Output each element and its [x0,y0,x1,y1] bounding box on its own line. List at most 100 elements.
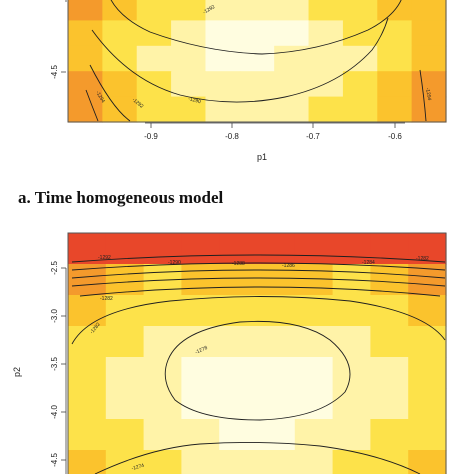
contour-line [71,254,446,263]
heatmap-cell [370,326,409,358]
heatmap-cell [68,71,103,98]
heatmap-cell [171,45,207,72]
heatmap-cell [102,71,138,98]
contour-line [91,17,389,103]
contour-label: -1282 [416,256,429,262]
heatmap-cell [411,96,447,123]
heatmap-cell [105,233,145,265]
heatmap-cell [294,388,334,420]
heatmap-cell [239,96,275,123]
heatmap-cells-top [68,0,447,123]
heatmap-cell [294,357,334,389]
heatmap-cell [105,419,145,451]
contour-lines-top: -1292-1290-1292-1294 -1294 [85,0,432,122]
heatmap-cell [219,326,258,358]
heatmap-cell [257,450,296,474]
heatmap-cell [102,96,138,123]
heatmap-cell [308,71,344,98]
contour-line [71,296,446,345]
heatmap-cell [370,264,409,296]
heatmap-cell [105,264,145,296]
heatmap-cell [370,295,409,327]
y-axis-top: -4.5 [50,0,67,79]
contour-line [71,277,446,287]
figure-caption: a. Time homogeneous model [18,188,224,207]
heatmap-cell [239,20,275,47]
heatmap-cell [136,71,172,98]
heatmap-cell [257,388,296,420]
contour-line [79,286,441,297]
heatmap-cell [342,71,378,98]
contour-line [85,89,99,122]
heatmap-cell [332,388,371,420]
x-tick-label: -0.9 [144,132,158,141]
heatmap-cell [342,96,378,123]
heatmap-cell [205,45,241,72]
heatmap-cell [257,326,296,358]
heatmap-cell [370,388,409,420]
contour-label: -1286 [282,263,295,269]
heatmap-cell [377,45,413,72]
x-tick-label: -0.6 [388,132,402,141]
contour-label: -1294 [424,87,432,101]
heatmap-cell [294,295,334,327]
heatmap-cell [308,96,344,123]
contour-label: -1294 [94,90,106,104]
heatmap-cell [370,450,409,474]
heatmap-cell [205,71,241,98]
heatmap-cell [370,419,409,451]
heatmap-cell [274,20,310,47]
heatmap-cell [408,419,447,451]
y-tick-label: -4.0 [50,405,59,419]
y-axis-title-bottom: p2 [12,367,22,377]
heatmap-cell [294,233,334,265]
heatmap-cell [181,450,220,474]
heatmap-cell [102,20,138,47]
heatmap-cell [143,388,182,420]
contour-line [110,0,402,55]
heatmap-cell [68,450,107,474]
heatmap-cell [411,20,447,47]
heatmap-cell [219,388,258,420]
heatmap-cell [411,0,447,21]
heatmap-cell [68,388,107,420]
contour-line [71,269,446,279]
y-tick-label: -4.5 [50,453,59,467]
heatmap-cell [308,45,344,72]
heatmap-cell [294,450,334,474]
contour-label: -1292 [98,255,111,261]
heatmap-cell [408,233,447,265]
contour-label: -1292 [202,4,216,16]
heatmap-cell [377,20,413,47]
heatmap-cell [68,326,107,358]
contour-label: -1288 [232,261,245,267]
heatmap-cell [205,20,241,47]
heatmap-cell [239,71,275,98]
heatmap-cell [274,0,310,21]
plot-frame-top [67,0,447,123]
heatmap-cell [105,295,145,327]
y-tick-label: -3.5 [50,357,59,371]
heatmap-cell [171,96,207,123]
heatmap-cell [370,357,409,389]
heatmap-cell [68,295,107,327]
heatmap-cell [332,326,371,358]
heatmap-cell [143,295,182,327]
contour-line [94,441,421,474]
heatmap-cell [219,233,258,265]
heatmap-cell [181,357,220,389]
heatmap-cell [181,295,220,327]
heatmap-cell [377,96,413,123]
heatmap-cell [68,20,103,47]
heatmap-cell [181,388,220,420]
heatmap-cell [411,71,447,98]
heatmap-cell [68,45,103,72]
heatmap-cell [171,0,207,21]
heatmap-cell [377,71,413,98]
heatmap-cell [105,357,145,389]
heatmap-cell [143,326,182,358]
heatmap-cell [143,357,182,389]
heatmap-cell [68,0,103,21]
heatmap-cell [143,450,182,474]
